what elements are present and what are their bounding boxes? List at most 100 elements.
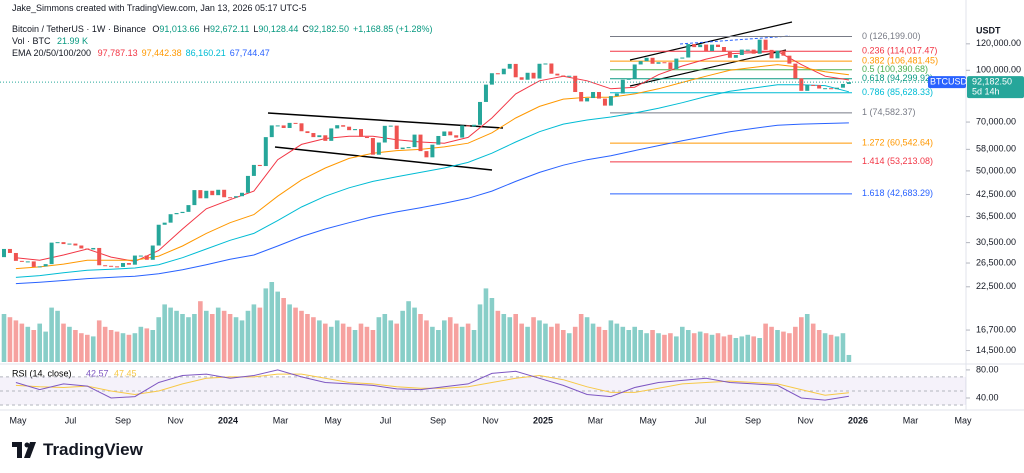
x-tick-label: 2024 bbox=[218, 415, 238, 425]
ohlc-value: 90,128.44 bbox=[258, 24, 299, 34]
candle-body bbox=[608, 96, 613, 106]
volume-bar bbox=[85, 334, 90, 362]
candle-body bbox=[483, 84, 488, 102]
fib-label: 0 (126,199.00) bbox=[862, 31, 921, 41]
volume-bar bbox=[227, 314, 233, 362]
candle-body bbox=[412, 134, 417, 148]
volume-bar bbox=[311, 317, 316, 362]
candle-body bbox=[91, 247, 96, 250]
candle-body bbox=[704, 44, 709, 52]
candle-body bbox=[680, 57, 685, 59]
candle-body bbox=[222, 189, 227, 198]
candle-body bbox=[293, 122, 298, 124]
candle-body bbox=[281, 125, 286, 128]
fib-label: 1.618 (42,683.29) bbox=[862, 188, 933, 198]
volume-bar bbox=[751, 336, 756, 362]
candle-body bbox=[799, 78, 804, 91]
volume-bar bbox=[691, 333, 697, 362]
volume-bar bbox=[846, 354, 852, 362]
volume-bar bbox=[566, 333, 572, 362]
candle-body bbox=[174, 213, 179, 215]
candle-body bbox=[85, 248, 90, 250]
candle-body bbox=[394, 125, 399, 150]
volume-bar bbox=[400, 310, 405, 362]
volume-bar bbox=[281, 298, 286, 362]
candle-body bbox=[561, 75, 566, 77]
volume-bar bbox=[180, 314, 185, 362]
volume-layer bbox=[1, 282, 852, 362]
x-tick-label: Jul bbox=[695, 415, 707, 425]
volume-bar bbox=[67, 326, 72, 362]
ohlc-label: L bbox=[253, 24, 259, 34]
volume-bar bbox=[430, 326, 435, 362]
volume-bar bbox=[138, 326, 144, 362]
volume-bar bbox=[519, 323, 524, 362]
ohlc-value: 92,672.11 bbox=[209, 24, 250, 34]
candle-body bbox=[364, 136, 369, 139]
candle-body bbox=[275, 125, 280, 127]
volume-bar bbox=[662, 334, 667, 362]
symbol-row: Bitcoin / TetherUS · 1W · Binance O91,01… bbox=[12, 24, 437, 34]
candle-body bbox=[73, 243, 78, 246]
volume-bar bbox=[251, 304, 257, 362]
volume-bar bbox=[632, 326, 637, 362]
ohlc-label: C bbox=[302, 24, 309, 34]
volume-bar bbox=[483, 288, 489, 362]
x-tick-label: Mar bbox=[588, 415, 604, 425]
volume-bar bbox=[489, 298, 495, 362]
candle-body bbox=[299, 123, 304, 132]
volume-bar bbox=[358, 323, 364, 362]
volume-bar bbox=[49, 307, 54, 362]
candle-body bbox=[823, 88, 828, 90]
x-tick-label: Sep bbox=[430, 415, 446, 425]
volume-bar bbox=[537, 320, 542, 362]
candle-body bbox=[478, 101, 482, 125]
candle-body bbox=[311, 133, 316, 138]
candle-body bbox=[418, 134, 423, 152]
volume-bar bbox=[834, 336, 840, 362]
candle-body bbox=[513, 63, 518, 78]
volume-bar bbox=[263, 288, 269, 362]
candle-body bbox=[37, 266, 42, 268]
volume-bar bbox=[204, 310, 209, 362]
y-tick-label: 16,700.00 bbox=[976, 324, 1016, 334]
volume-bar bbox=[13, 320, 19, 362]
volume-bar bbox=[638, 330, 643, 362]
candle-body bbox=[245, 175, 250, 193]
candle-body bbox=[579, 92, 584, 102]
candle-body bbox=[400, 147, 405, 150]
volume-bar bbox=[471, 330, 477, 362]
volume-bar bbox=[602, 330, 608, 362]
candle-body bbox=[204, 190, 209, 199]
volume-bar bbox=[453, 323, 459, 362]
rsi-ma-value: 47.45 bbox=[114, 368, 137, 378]
volume-bar bbox=[299, 310, 304, 362]
volume-bar bbox=[674, 336, 679, 362]
candle-body bbox=[597, 92, 601, 99]
volume-bar bbox=[328, 326, 334, 362]
candle-body bbox=[347, 126, 352, 131]
candle-body bbox=[745, 49, 750, 51]
candle-body bbox=[614, 93, 619, 97]
candle-body bbox=[692, 44, 697, 48]
y-tick-label: 100,000.00 bbox=[976, 65, 1021, 75]
y-tick-label: 22,500.00 bbox=[976, 281, 1016, 291]
volume-bar bbox=[418, 314, 423, 362]
candle-body bbox=[727, 51, 732, 58]
brand-logo bbox=[12, 442, 36, 458]
volume-bar bbox=[168, 307, 173, 362]
volume-bar bbox=[799, 317, 804, 362]
candle-body bbox=[251, 164, 256, 176]
ohlc-label: O bbox=[152, 24, 160, 34]
volume-bar bbox=[561, 330, 566, 362]
fib-label: 0.786 (85,628.33) bbox=[862, 87, 933, 97]
volume-bar bbox=[334, 320, 340, 362]
ema-value: 97,787.13 bbox=[97, 48, 138, 58]
candle-body bbox=[525, 72, 530, 80]
candle-body bbox=[109, 265, 114, 267]
price-tag-label: 92,182.50 bbox=[972, 76, 1012, 86]
candle-body bbox=[370, 138, 375, 155]
volume-bar bbox=[549, 326, 554, 362]
volume-bar bbox=[233, 317, 239, 362]
candle-body bbox=[531, 72, 536, 79]
